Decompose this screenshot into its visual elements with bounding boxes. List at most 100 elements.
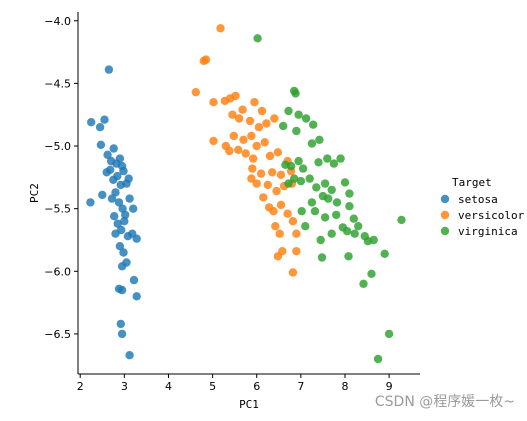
setosa-point (98, 190, 107, 200)
versicolor-point (278, 247, 287, 256)
virginica-point (290, 174, 299, 183)
versicolor-point (271, 222, 280, 231)
setosa-point (132, 292, 141, 301)
versicolor-point (225, 146, 234, 156)
setosa-point (117, 329, 127, 339)
virginica-point (298, 164, 308, 173)
legend-marker-setosa (440, 194, 450, 204)
setosa-point (113, 171, 122, 181)
y-tick-label: −5.5 (44, 203, 71, 216)
y-tick-label: −4.0 (44, 15, 71, 28)
setosa-point (116, 319, 126, 329)
versicolor-point (262, 119, 271, 128)
setosa-point (113, 219, 122, 228)
versicolor-point (201, 55, 211, 64)
x-tick-label: 2 (77, 380, 84, 393)
virginica-point (397, 215, 406, 225)
setosa-point (106, 165, 115, 174)
setosa-point (124, 174, 133, 183)
versicolor-point (269, 207, 278, 216)
y-tick-label: −4.5 (44, 77, 71, 90)
legend-title: Target (452, 176, 492, 189)
legend-label-setosa: setosa (458, 193, 498, 206)
setosa-point (129, 204, 138, 213)
versicolor-point (209, 98, 218, 107)
virginica-point (310, 207, 320, 216)
virginica-point (345, 189, 354, 198)
virginica-point (279, 121, 288, 131)
virginica-point (294, 156, 303, 166)
versicolor-point (231, 91, 240, 101)
virginica-point (320, 213, 330, 222)
virginica-point (284, 179, 293, 188)
versicolor-point (273, 148, 283, 157)
virginica-point (327, 229, 336, 238)
legend-marker-virginica (440, 226, 450, 236)
virginica-point (344, 252, 353, 261)
setosa-point (104, 65, 114, 74)
setosa-point (129, 275, 139, 285)
virginica-point (350, 229, 359, 238)
virginica-point (345, 202, 354, 211)
virginica-point (380, 249, 389, 258)
virginica-point (332, 210, 341, 220)
versicolor-point (228, 110, 237, 119)
y-tick-label: −5.0 (44, 140, 71, 153)
virginica-point (359, 279, 368, 288)
versicolor-point (268, 168, 277, 177)
legend: Target setosa versicolor virginica (440, 176, 525, 238)
virginica-point (343, 227, 352, 236)
setosa-point (120, 217, 129, 226)
versicolor-point (283, 209, 292, 218)
plot-area (86, 24, 406, 364)
versicolor-point (272, 186, 281, 196)
y-axis-ticks: −4.0 −4.5 −5.0 −5.5 −6.0 −6.5 (44, 15, 78, 341)
x-tick-label: 8 (341, 380, 348, 393)
setosa-point (125, 351, 134, 360)
virginica-point (317, 253, 327, 262)
virginica-point (294, 110, 303, 119)
setosa-point (121, 210, 130, 220)
x-tick-label: 6 (253, 380, 260, 393)
versicolor-point (216, 24, 225, 33)
versicolor-point (241, 149, 250, 158)
versicolor-point (276, 200, 286, 210)
versicolor-point (252, 141, 261, 151)
virginica-point (324, 194, 333, 203)
setosa-point (100, 115, 109, 124)
setosa-point (115, 154, 125, 163)
virginica-point (307, 198, 317, 207)
versicolor-point (254, 123, 264, 132)
setosa-point (111, 188, 120, 197)
versicolor-point (247, 131, 256, 141)
setosa-point (87, 118, 96, 127)
x-axis-label: PC1 (239, 398, 259, 411)
setosa-point (132, 234, 141, 243)
setosa-point (86, 198, 95, 207)
setosa-point (103, 150, 112, 159)
versicolor-point (288, 217, 298, 226)
versicolor-point (191, 88, 200, 97)
versicolor-point (257, 106, 267, 116)
x-axis-ticks: 2 3 4 5 6 7 8 9 (77, 374, 393, 393)
versicolor-point (250, 98, 259, 107)
virginica-point (369, 235, 378, 245)
setosa-point (107, 194, 117, 203)
virginica-point (329, 159, 339, 168)
watermark: CSDN @程序媛一枚~ (374, 394, 515, 410)
setosa-point (96, 140, 106, 149)
virginica-point (323, 154, 332, 163)
virginica-point (327, 185, 336, 195)
virginica-point (320, 179, 330, 188)
setosa-point (125, 194, 134, 203)
setosa-point (114, 198, 124, 207)
virginica-point (314, 158, 323, 167)
versicolor-point (256, 169, 266, 178)
setosa-point (110, 212, 119, 221)
versicolor-point (263, 180, 272, 190)
setosa-point (119, 166, 128, 176)
virginica-point (253, 34, 262, 43)
versicolor-point (276, 170, 286, 179)
virginica-point (297, 207, 306, 216)
